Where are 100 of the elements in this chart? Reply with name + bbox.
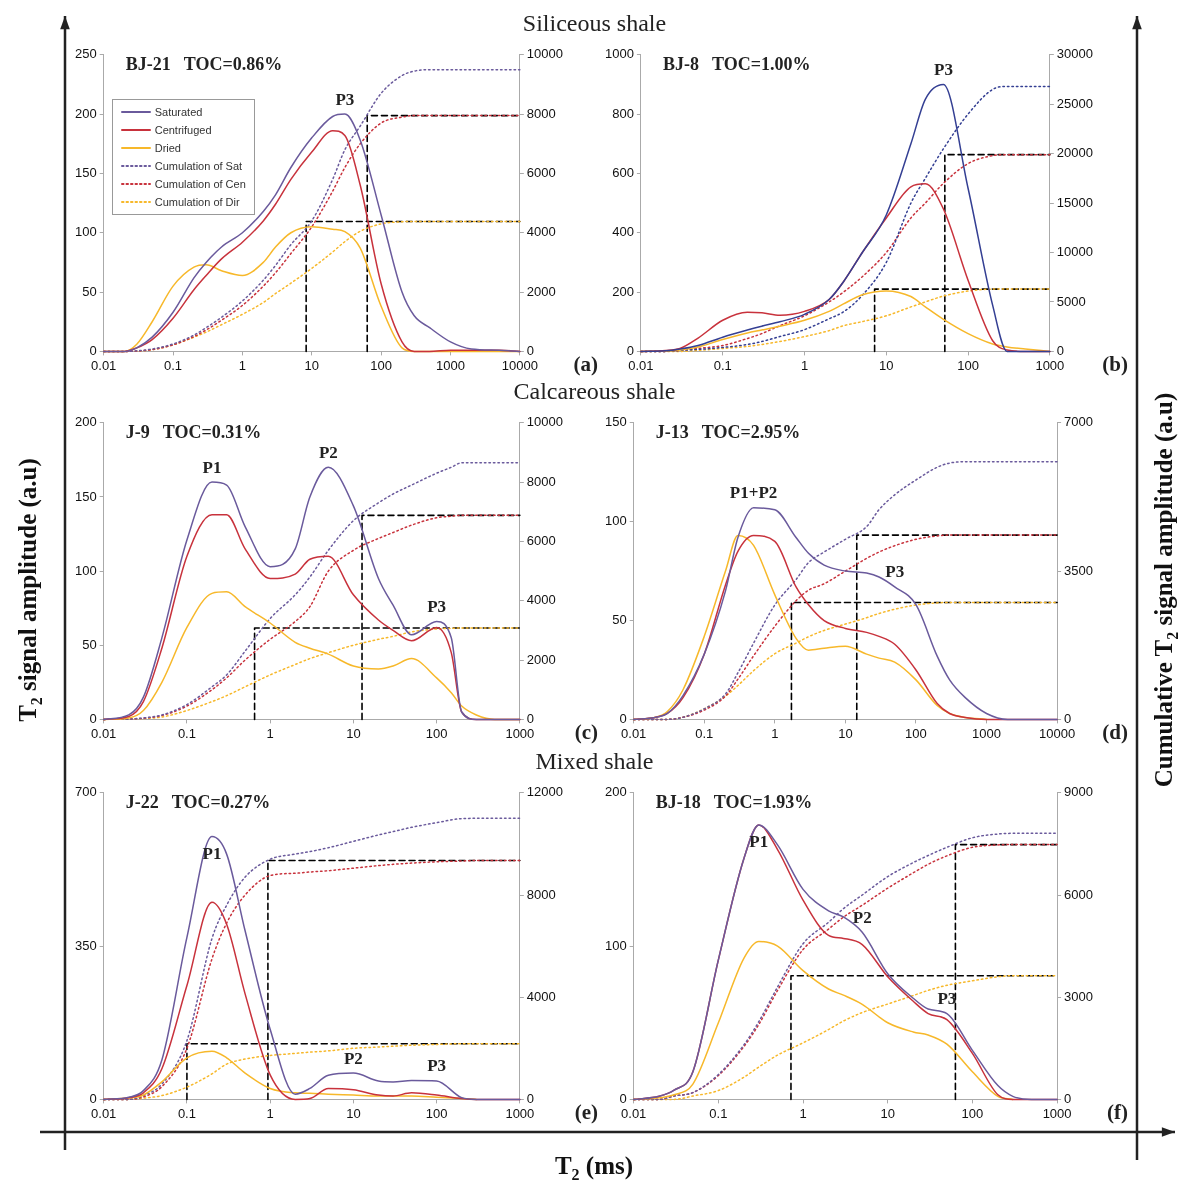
chart-title: J-13 TOC=2.95% bbox=[655, 422, 801, 443]
annotation: P1 bbox=[202, 843, 222, 863]
y2-tick-label: 25000 bbox=[1056, 95, 1094, 111]
x-tick-label: 100 bbox=[425, 1105, 448, 1121]
y2-tick-label: 10000 bbox=[526, 46, 564, 62]
y2-tick-label: 10000 bbox=[1056, 244, 1094, 260]
chart-title: BJ-18 TOC=1.93% bbox=[655, 792, 813, 813]
x-axis-title: T$_{2}$ (ms) bbox=[554, 1152, 634, 1184]
y-tick-label: 100 bbox=[604, 513, 627, 529]
legend-label: Dried bbox=[154, 141, 181, 154]
x-tick-label: 10 bbox=[838, 725, 853, 741]
y-tick-label: 200 bbox=[74, 105, 97, 121]
x-tick-label: 0.01 bbox=[91, 357, 117, 373]
y-tick-label: 200 bbox=[604, 784, 627, 800]
text: Siliceous shale bbox=[521, 10, 668, 37]
x-tick-label: 1000 bbox=[1042, 1105, 1072, 1121]
y2-tick-label: 2000 bbox=[526, 651, 556, 667]
annotation: P3 bbox=[427, 596, 447, 616]
y-tick-label: 200 bbox=[74, 414, 97, 430]
text: Mixed shale bbox=[535, 748, 654, 774]
x-tick-label: 10 bbox=[879, 357, 894, 373]
text: Calcareous shale bbox=[513, 378, 676, 404]
annotation: P2 bbox=[343, 1048, 363, 1068]
text: (c) bbox=[574, 719, 598, 744]
y2-tick-label: 30000 bbox=[1056, 46, 1094, 62]
x-tick-label: 0.01 bbox=[91, 725, 117, 741]
x-tick-label: 1 bbox=[799, 1105, 807, 1121]
y2-tick-label: 10000 bbox=[526, 414, 564, 430]
x-tick-label: 0.01 bbox=[621, 725, 647, 741]
y2-tick-label: 4000 bbox=[526, 988, 556, 1004]
x-tick-label: 1 bbox=[266, 1105, 274, 1121]
x-tick-label: 0.1 bbox=[177, 1105, 196, 1121]
chart-title: BJ-8 TOC=1.00% bbox=[662, 54, 811, 75]
chart-title: J-22 TOC=0.27% bbox=[125, 792, 271, 813]
y2-tick-label: 0 bbox=[526, 342, 535, 358]
annotation: P3 bbox=[937, 988, 957, 1008]
x-tick-label: 100 bbox=[961, 1105, 984, 1121]
y2-tick-label: 0 bbox=[1064, 1090, 1072, 1106]
x-tick-label: 1 bbox=[771, 725, 779, 741]
x-tick-label: 0.1 bbox=[709, 1105, 728, 1121]
y2-tick-label: 9000 bbox=[1064, 784, 1093, 800]
y-tick-label: 0 bbox=[626, 342, 634, 358]
x-tick-label: 1000 bbox=[436, 357, 465, 373]
x-tick-label: 0.1 bbox=[713, 357, 732, 373]
y-tick-label: 0 bbox=[89, 342, 97, 358]
y-tick-label: 350 bbox=[74, 937, 97, 953]
y-tick-label: 100 bbox=[74, 224, 97, 240]
x-tick-label: 0.1 bbox=[164, 357, 183, 373]
x-tick-label: 10 bbox=[346, 725, 361, 741]
x-tick-label: 1 bbox=[800, 357, 809, 373]
text: (a) bbox=[573, 351, 598, 376]
y2-tick-label: 6000 bbox=[526, 165, 556, 181]
x-tick-label: 1 bbox=[266, 725, 274, 741]
annotation: P2 bbox=[852, 907, 872, 927]
x-tick-label: 0.1 bbox=[177, 725, 196, 741]
annotation: P3 bbox=[335, 89, 355, 109]
x-tick-label: 0.01 bbox=[91, 1105, 117, 1121]
legend-label: Cumulation of Dir bbox=[154, 195, 240, 208]
annotation: P1 bbox=[202, 457, 222, 477]
y-tick-label: 50 bbox=[612, 612, 627, 628]
annotation: P1 bbox=[749, 832, 769, 852]
annotation: P2 bbox=[318, 442, 338, 462]
y-tick-label: 250 bbox=[74, 46, 97, 62]
y2-tick-label: 3000 bbox=[1064, 988, 1093, 1004]
x-tick-label: 1000 bbox=[1035, 357, 1065, 373]
y2-tick-label: 4000 bbox=[526, 224, 556, 240]
legend-label: Cumulation of Sat bbox=[154, 159, 243, 172]
y2-tick-label: 8000 bbox=[526, 105, 556, 121]
text: (f) bbox=[1107, 1099, 1128, 1124]
x-tick-label: 1 bbox=[238, 357, 247, 373]
y-tick-label: 100 bbox=[604, 937, 627, 953]
legend-label: Saturated bbox=[154, 105, 203, 118]
y-tick-label: 150 bbox=[604, 414, 627, 430]
annotation: P3 bbox=[934, 59, 953, 79]
y-tick-label: 200 bbox=[612, 283, 634, 299]
y-tick-label: 400 bbox=[612, 224, 634, 240]
y-tick-label: 700 bbox=[74, 784, 97, 800]
x-tick-label: 1000 bbox=[505, 725, 535, 741]
y-tick-label: 50 bbox=[82, 636, 97, 652]
x-tick-label: 0.01 bbox=[621, 1105, 647, 1121]
y2-tick-label: 7000 bbox=[1064, 414, 1093, 430]
y-tick-label: 0 bbox=[89, 1090, 97, 1106]
y2-tick-label: 6000 bbox=[526, 533, 556, 549]
x-tick-label: 100 bbox=[425, 725, 448, 741]
y2-tick-label: 8000 bbox=[526, 886, 556, 902]
x-tick-label: 0.01 bbox=[628, 357, 654, 373]
y-tick-label: 150 bbox=[74, 488, 97, 504]
text: (e) bbox=[574, 1099, 598, 1124]
x-tick-label: 10 bbox=[304, 357, 319, 373]
y2-tick-label: 3500 bbox=[1064, 562, 1093, 578]
y2-tick-label: 6000 bbox=[1064, 886, 1093, 902]
y2-tick-label: 8000 bbox=[526, 473, 556, 489]
annotation: P1+P2 bbox=[729, 483, 778, 503]
y-tick-label: 50 bbox=[82, 283, 97, 299]
chart-title: BJ-21 TOC=0.86% bbox=[125, 54, 283, 75]
annotation: P3 bbox=[427, 1056, 447, 1076]
y-tick-label: 1000 bbox=[605, 46, 634, 62]
annotation: P3 bbox=[885, 562, 905, 582]
y2-tick-label: 0 bbox=[1056, 342, 1065, 358]
text: (b) bbox=[1102, 351, 1128, 376]
